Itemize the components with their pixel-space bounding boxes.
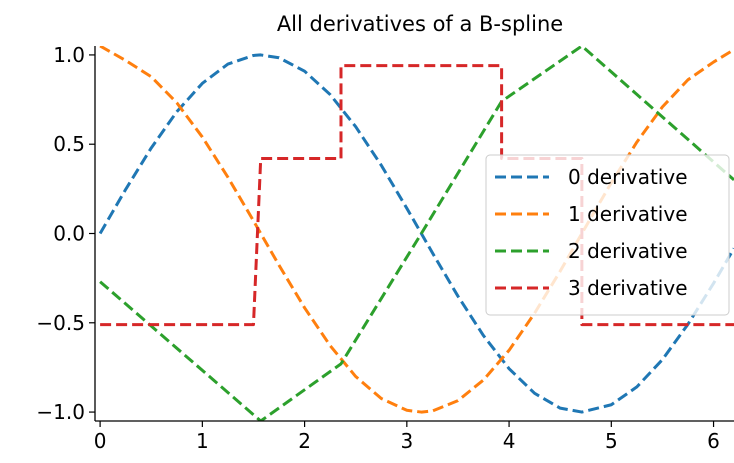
chart-title: All derivatives of a B-spline <box>277 12 563 36</box>
series-line-0 <box>98 53 734 414</box>
x-tick-label: 4 <box>503 429 516 453</box>
y-tick-label: 1.0 <box>53 43 85 67</box>
y-tick-label: 0.0 <box>53 222 85 246</box>
x-tick-label: 0 <box>94 429 107 453</box>
legend: 0 derivative 1 derivative 2 derivative 3 de… <box>485 154 730 316</box>
axes-layer: 0 1 2 3 4 5 6 1.0 0.5 0.0 −0.5 −1.0 <box>36 43 734 453</box>
y-tick-label: −0.5 <box>36 311 85 335</box>
legend-label-2: 2 derivative <box>568 239 688 263</box>
legend-label-3: 3 derivative <box>568 276 688 300</box>
legend-label-0: 0 derivative <box>568 165 688 189</box>
x-tick-label: 3 <box>400 429 413 453</box>
y-tick-label: 0.5 <box>53 132 85 156</box>
x-tick-label: 2 <box>298 429 311 453</box>
legend-box <box>485 154 730 316</box>
y-tick-label: −1.0 <box>36 400 85 424</box>
series-line-2 <box>99 46 734 421</box>
legend-label-1: 1 derivative <box>568 202 688 226</box>
x-tick-label: 6 <box>707 429 720 453</box>
x-tick-label: 1 <box>196 429 209 453</box>
x-tick-label: 5 <box>605 429 618 453</box>
